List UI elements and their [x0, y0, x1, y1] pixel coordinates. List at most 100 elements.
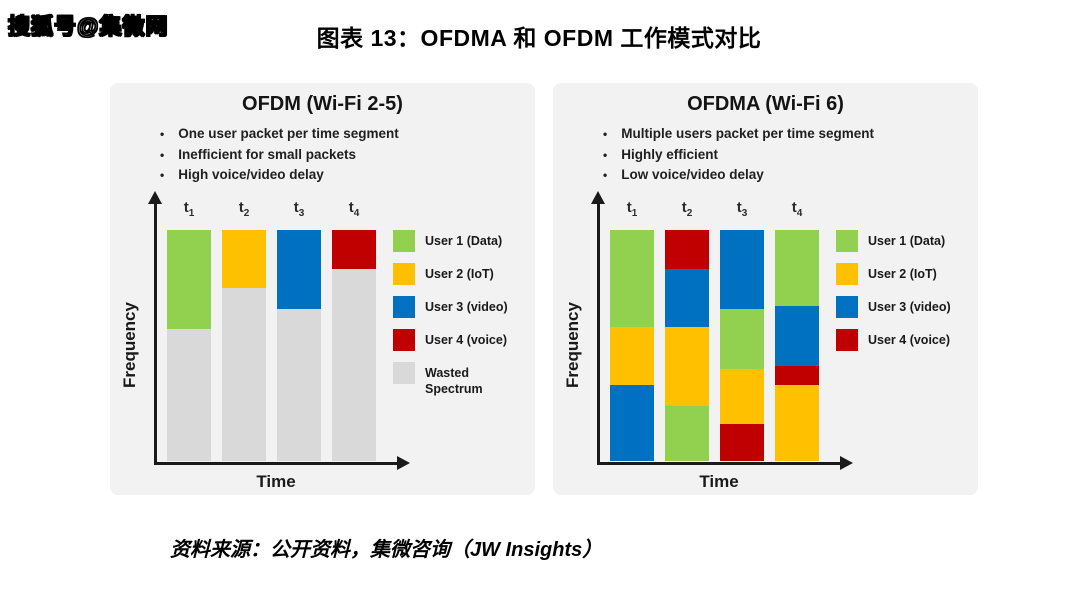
bullet-dot-icon: •: [603, 127, 608, 141]
bar-time-label: t1: [626, 199, 638, 219]
bar-column-t4: t4: [332, 199, 376, 461]
bar-segment: [720, 368, 764, 425]
bullet-dot-icon: •: [160, 168, 165, 182]
bar-segment: [277, 308, 321, 461]
bar-column-t2: t2: [222, 199, 266, 461]
bar-segment: [665, 327, 709, 406]
ofdm-bars: t1 t2 t3 t4: [167, 199, 376, 461]
legend-swatch-icon: [836, 329, 858, 351]
watermark-souhu: 搜狐号@集微网: [7, 13, 169, 39]
legend-item: User 4 (voice): [836, 329, 951, 351]
figure-title: 图表 13：OFDMA 和 OFDM 工作模式对比: [316, 25, 762, 51]
legend-swatch-icon: [393, 230, 415, 252]
legend-label: User 2 (IoT): [425, 267, 494, 281]
legend-swatch-icon: [836, 230, 858, 252]
ofdma-y-axis-label: Frequency: [563, 302, 582, 389]
ofdma-bars: t1 t2 t3 t4: [610, 199, 819, 461]
panel-ofdma: OFDMA (Wi-Fi 6) • Multiple users packet p…: [553, 83, 978, 495]
legend-label: User 3 (video): [868, 300, 951, 314]
bar-segment: [277, 230, 321, 309]
bar-column-t4: t4: [775, 199, 819, 461]
panel-ofdm: OFDM (Wi-Fi 2-5) • One user packet per ti…: [110, 83, 535, 495]
legend-swatch-icon: [393, 263, 415, 285]
ofdm-x-axis-arrow-icon: [397, 456, 410, 470]
ofdma-x-axis-arrow-icon: [840, 456, 853, 470]
source-note: 资料来源：公开资料，集微咨询（JW Insights）: [170, 539, 603, 561]
bullet-item: • Inefficient for small packets: [160, 145, 527, 166]
legend-item: User 2 (IoT): [836, 263, 951, 285]
bar-column-t2: t2: [665, 199, 709, 461]
bar-stack: [222, 230, 266, 461]
bullet-dot-icon: •: [160, 127, 165, 141]
bullet-text: Inefficient for small packets: [178, 146, 357, 162]
bar-column-t1: t1: [610, 199, 654, 461]
legend-label: User 2 (IoT): [868, 267, 937, 281]
bullet-item: • Low voice/video delay: [603, 165, 970, 186]
bar-segment: [665, 269, 709, 328]
legend-label: User 1 (Data): [868, 234, 946, 248]
ofdm-y-axis-line: [154, 203, 157, 465]
bar-stack: [332, 230, 376, 461]
bullet-text: Highly efficient: [621, 146, 718, 162]
bar-time-label: t1: [183, 199, 195, 219]
bullet-dot-icon: •: [160, 147, 165, 162]
ofdm-chart: Frequency t1 t2 t3 t4 Time: [110, 191, 535, 491]
legend-swatch-icon: [836, 296, 858, 318]
bullet-item: • Highly efficient: [603, 145, 970, 166]
bar-segment: [720, 308, 764, 369]
bar-column-t3: t3: [277, 199, 321, 461]
bar-time-label: t3: [293, 199, 305, 219]
bar-segment: [775, 230, 819, 307]
bar-segment: [610, 230, 654, 328]
legend-item: Wasted Spectrum: [393, 362, 517, 397]
panel-ofdma-title: OFDMA (Wi-Fi 6): [687, 93, 844, 115]
ofdm-y-axis-label: Frequency: [120, 302, 139, 389]
bar-segment: [167, 329, 211, 461]
bar-segment: [775, 306, 819, 367]
ofdma-x-axis-label: Time: [699, 472, 739, 491]
bar-segment: [222, 230, 266, 288]
bar-time-label: t4: [348, 199, 360, 219]
ofdma-legend: User 1 (Data) User 2 (IoT) User 3 (video) U…: [836, 230, 951, 351]
bar-stack: [775, 230, 819, 461]
bar-time-label: t3: [736, 199, 748, 219]
bar-segment: [167, 230, 211, 330]
ofdm-x-axis-label: Time: [256, 472, 296, 491]
bar-segment: [222, 287, 266, 461]
bar-segment: [720, 230, 764, 309]
legend-label: User 4 (voice): [425, 333, 507, 347]
legend-item: User 4 (voice): [393, 329, 517, 351]
bullet-item: • Multiple users packet per time segment: [603, 124, 970, 145]
legend-label: Wasted Spectrum: [425, 366, 483, 396]
bullet-item: • High voice/video delay: [160, 165, 527, 186]
legend-label: User 1 (Data): [425, 234, 503, 248]
ofdma-bullet-list: • Multiple users packet per time segment •…: [603, 124, 970, 186]
bar-segment: [775, 366, 819, 385]
legend-swatch-icon: [836, 263, 858, 285]
bar-stack: [167, 230, 211, 461]
ofdma-y-axis-arrow-icon: [591, 191, 605, 204]
bullet-dot-icon: •: [603, 168, 608, 182]
bar-stack: [610, 230, 654, 461]
bar-segment: [720, 424, 764, 461]
bar-time-label: t2: [238, 199, 250, 219]
legend-item: User 3 (video): [836, 296, 951, 318]
legend-item: User 1 (Data): [836, 230, 951, 252]
legend-label: User 3 (video): [425, 300, 508, 314]
bar-stack: [720, 230, 764, 461]
legend-item: User 3 (video): [393, 296, 517, 318]
bar-stack: [277, 230, 321, 461]
legend-item: User 2 (IoT): [393, 263, 517, 285]
bullet-dot-icon: •: [603, 147, 608, 162]
bar-stack: [665, 230, 709, 461]
bullet-text: Low voice/video delay: [621, 167, 764, 182]
legend-item: User 1 (Data): [393, 230, 517, 252]
bar-segment: [665, 230, 709, 270]
ofdm-y-axis-arrow-icon: [148, 191, 162, 204]
ofdma-chart: Frequency t1 t2 t3 t4 Time: [553, 191, 978, 491]
bar-time-label: t4: [791, 199, 803, 219]
bullet-text: Multiple users packet per time segment: [621, 126, 875, 141]
legend-label: User 4 (voice): [868, 333, 950, 347]
bullet-text: High voice/video delay: [178, 167, 324, 182]
